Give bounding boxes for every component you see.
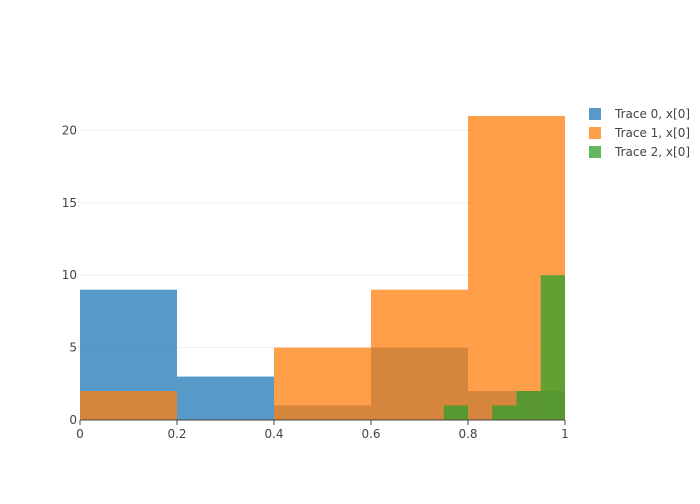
histogram-bar[interactable] xyxy=(177,376,274,420)
x-tick-label: 0 xyxy=(76,427,84,441)
x-tick-label: 0.4 xyxy=(264,427,283,441)
histogram-bar[interactable] xyxy=(540,275,565,420)
bars-layer xyxy=(80,115,565,420)
legend-swatch[interactable] xyxy=(589,146,601,158)
histogram-bar[interactable] xyxy=(516,391,541,420)
x-tick-label: 0.6 xyxy=(361,427,380,441)
legend-item[interactable]: Trace 2, x[0] xyxy=(589,145,690,159)
y-tick-label: 10 xyxy=(62,268,77,282)
histogram-bar[interactable] xyxy=(443,405,468,420)
legend-label[interactable]: Trace 0, x[0] xyxy=(614,107,690,121)
histogram-bar[interactable] xyxy=(371,289,468,420)
y-tick-label: 5 xyxy=(69,341,77,355)
legend[interactable]: Trace 0, x[0] Trace 1, x[0] Trace 2, x[0] xyxy=(589,107,690,159)
x-tick-label: 1 xyxy=(561,427,569,441)
legend-label[interactable]: Trace 2, x[0] xyxy=(614,145,690,159)
histogram-bar[interactable] xyxy=(492,405,517,420)
histogram-bar[interactable] xyxy=(80,391,177,420)
legend-swatch[interactable] xyxy=(589,108,601,120)
legend-swatch[interactable] xyxy=(589,127,601,139)
axes: 0 5 10 15 20 0 0.2 0.4 0.6 0.8 1 xyxy=(62,123,569,441)
y-tick-label: 20 xyxy=(62,123,77,137)
x-tick-label: 0.8 xyxy=(458,427,477,441)
series-2-bars xyxy=(443,275,565,420)
y-tick-label: 0 xyxy=(69,413,77,427)
legend-item[interactable]: Trace 0, x[0] xyxy=(589,107,690,121)
histogram-bar[interactable] xyxy=(274,347,371,420)
legend-item[interactable]: Trace 1, x[0] xyxy=(589,126,690,140)
legend-label[interactable]: Trace 1, x[0] xyxy=(614,126,690,140)
x-tick-label: 0.2 xyxy=(167,427,186,441)
y-tick-label: 15 xyxy=(62,196,77,210)
